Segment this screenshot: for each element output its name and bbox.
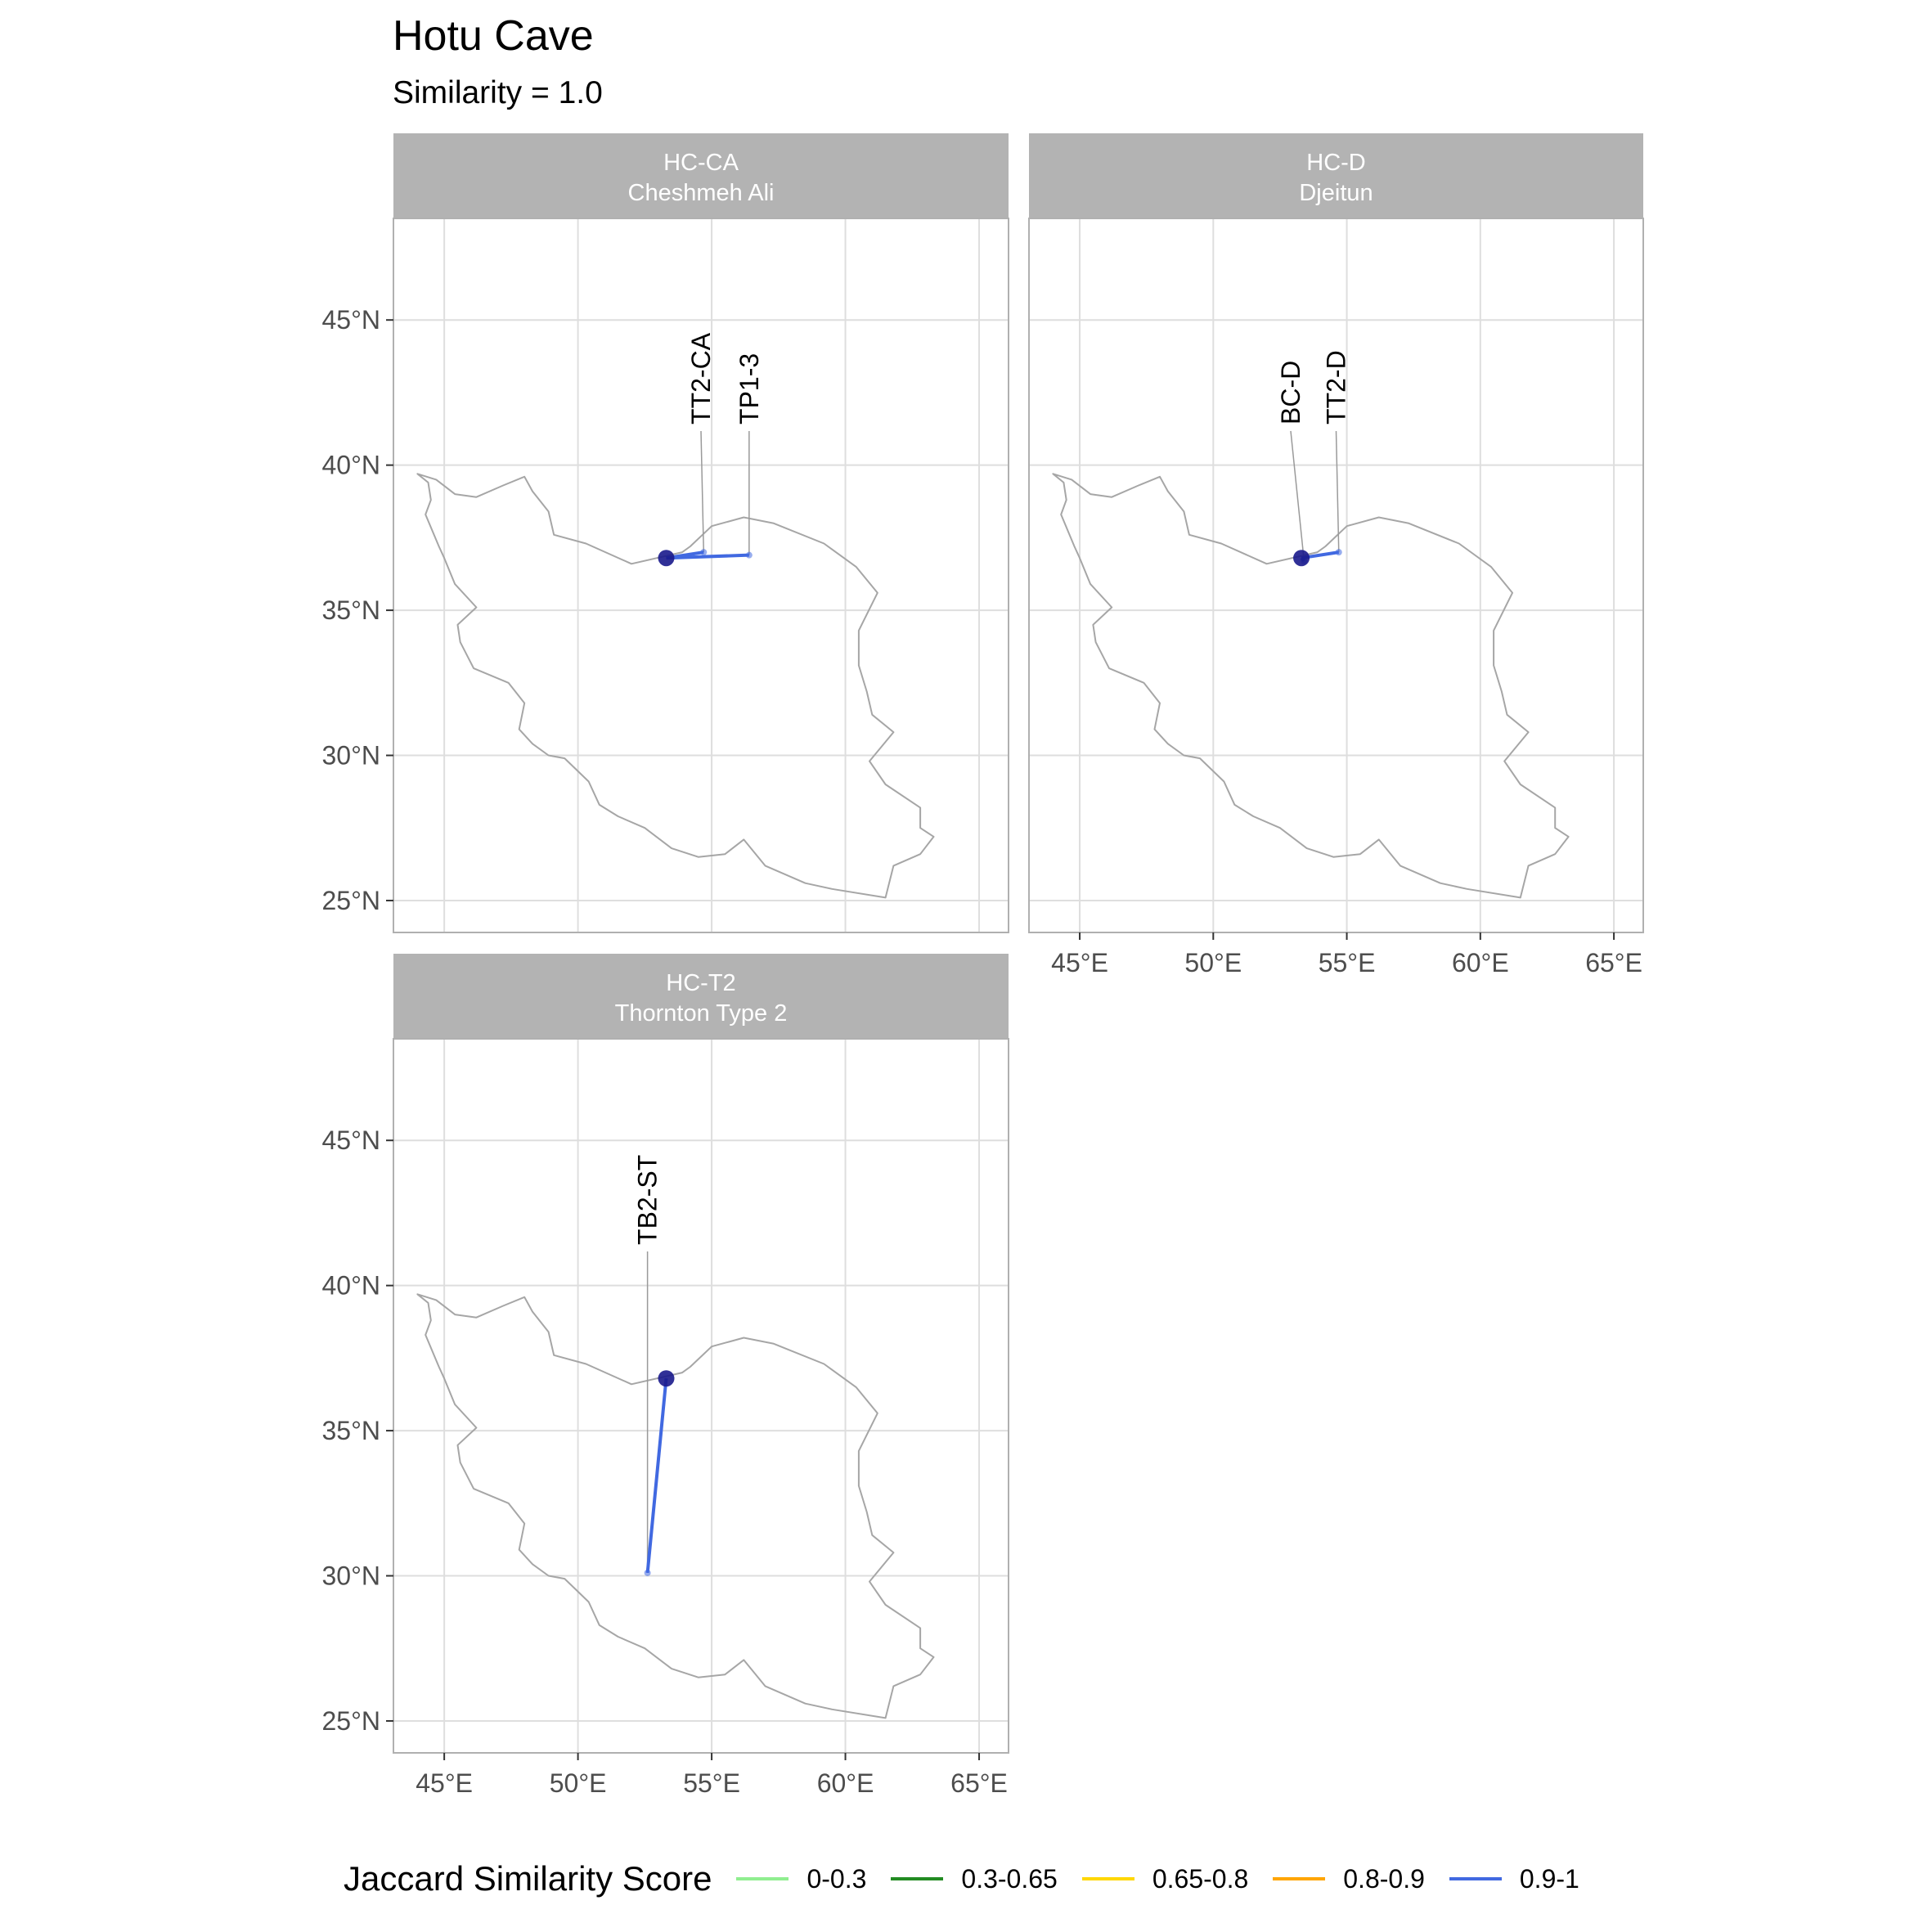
- linked-site-point: [1335, 549, 1342, 556]
- x-tick-label: 45°E: [1051, 948, 1108, 977]
- label-leader-line: [1290, 430, 1305, 561]
- legend-item-0.8-0.9: 0.8-0.9: [1273, 1864, 1425, 1894]
- y-tick-label: 35°N: [322, 1416, 381, 1445]
- legend-label: 0-0.3: [806, 1863, 867, 1894]
- site-label: BC-D: [1276, 361, 1305, 425]
- connection-line: [666, 553, 749, 560]
- legend-key: [1081, 1877, 1134, 1880]
- facet-strip: [393, 954, 1009, 1039]
- legend-item-0.65-0.8: 0.65-0.8: [1081, 1863, 1249, 1894]
- y-tick-label: 25°N: [322, 1706, 381, 1736]
- x-tick-label: 50°E: [550, 1768, 607, 1798]
- facet-strip-code: HC-D: [1306, 150, 1366, 176]
- site-label: TT2-CA: [686, 332, 716, 425]
- y-tick-label: 30°N: [322, 741, 381, 771]
- y-tick-label: 30°N: [322, 1561, 381, 1591]
- facet-strip-code: HC-T2: [666, 970, 735, 996]
- facet-strip-name: Cheshmeh Ali: [628, 180, 775, 206]
- x-tick-label: 50°E: [1184, 948, 1242, 977]
- legend-label: 0.8-0.9: [1343, 1863, 1425, 1894]
- legend-item-0-0.3: 0-0.3: [736, 1864, 866, 1894]
- facet-panel-hc-t2: HC-T2 Thornton Type 2 TB2-ST 45°N 40°N 35°N 30…: [322, 954, 1009, 1798]
- facet-strip-code: HC-CA: [663, 150, 739, 176]
- legend-key: [891, 1877, 944, 1880]
- site-label: TP1-3: [735, 353, 764, 425]
- legend-item-0.3-0.65: 0.3-0.65: [891, 1863, 1058, 1894]
- x-tick-label: 60°E: [817, 1768, 874, 1798]
- facet-strip: [393, 133, 1009, 218]
- linked-site-point: [644, 1569, 651, 1576]
- x-tick-label: 45°E: [416, 1768, 473, 1798]
- facet-strip-name: Thornton Type 2: [615, 1000, 788, 1027]
- y-tick-label: 40°N: [322, 1271, 381, 1301]
- hotu-cave-site-point: [658, 550, 675, 567]
- y-tick-label: 45°N: [322, 1126, 381, 1155]
- x-tick-label: 55°E: [683, 1768, 740, 1798]
- legend-title: Jaccard Similarity Score: [344, 1859, 712, 1898]
- facet-panel-hc-ca: HC-CA Cheshmeh Ali TT2-CA TP1-3 45°N 40°N 35°N…: [322, 133, 1009, 933]
- linked-site-point: [700, 549, 708, 556]
- country-outline: [416, 473, 935, 899]
- legend-key: [1273, 1877, 1326, 1880]
- linked-site-point: [745, 551, 753, 559]
- label-leader-line: [1335, 430, 1340, 553]
- site-label: TT2-D: [1322, 350, 1351, 425]
- hotu-cave-site-point: [658, 1370, 675, 1387]
- legend-item-0.9-1: 0.9-1: [1449, 1864, 1579, 1894]
- y-tick-label: 35°N: [322, 595, 381, 625]
- y-tick-label: 45°N: [322, 305, 381, 335]
- legend-key: [1449, 1877, 1502, 1880]
- facet-panel-hc-d: HC-D Djeitun BC-D TT2-D 45°E 50°E 55°E 60°E 65°E: [1028, 133, 1644, 977]
- facet-strip: [1029, 133, 1643, 218]
- facet-strip-name: Djeitun: [1299, 180, 1373, 206]
- legend-key: [736, 1877, 789, 1880]
- connection-line: [645, 1378, 668, 1574]
- legend: Jaccard Similarity Score 0-0.3 0.3-0.65 …: [344, 1850, 1604, 1907]
- legend-label: 0.65-0.8: [1152, 1863, 1249, 1894]
- x-tick-label: 60°E: [1452, 948, 1509, 977]
- panel-border: [393, 1038, 1009, 1754]
- country-outline: [416, 1293, 935, 1719]
- map-title: Hotu Cave: [393, 12, 594, 60]
- x-tick-label: 55°E: [1319, 948, 1376, 977]
- legend-label: 0.9-1: [1519, 1863, 1579, 1894]
- y-tick-label: 25°N: [322, 886, 381, 915]
- hotu-cave-site-point: [1293, 550, 1310, 567]
- site-label: TB2-ST: [633, 1155, 663, 1245]
- legend-label: 0.3-0.65: [961, 1863, 1058, 1894]
- x-tick-label: 65°E: [950, 1768, 1008, 1798]
- map-subtitle: Similarity = 1.0: [393, 75, 603, 110]
- label-leader-line: [700, 430, 705, 553]
- x-tick-label: 65°E: [1585, 948, 1642, 977]
- y-tick-label: 40°N: [322, 451, 381, 480]
- country-outline: [1052, 473, 1570, 899]
- panel-border: [393, 218, 1009, 933]
- panel-border: [1028, 218, 1644, 933]
